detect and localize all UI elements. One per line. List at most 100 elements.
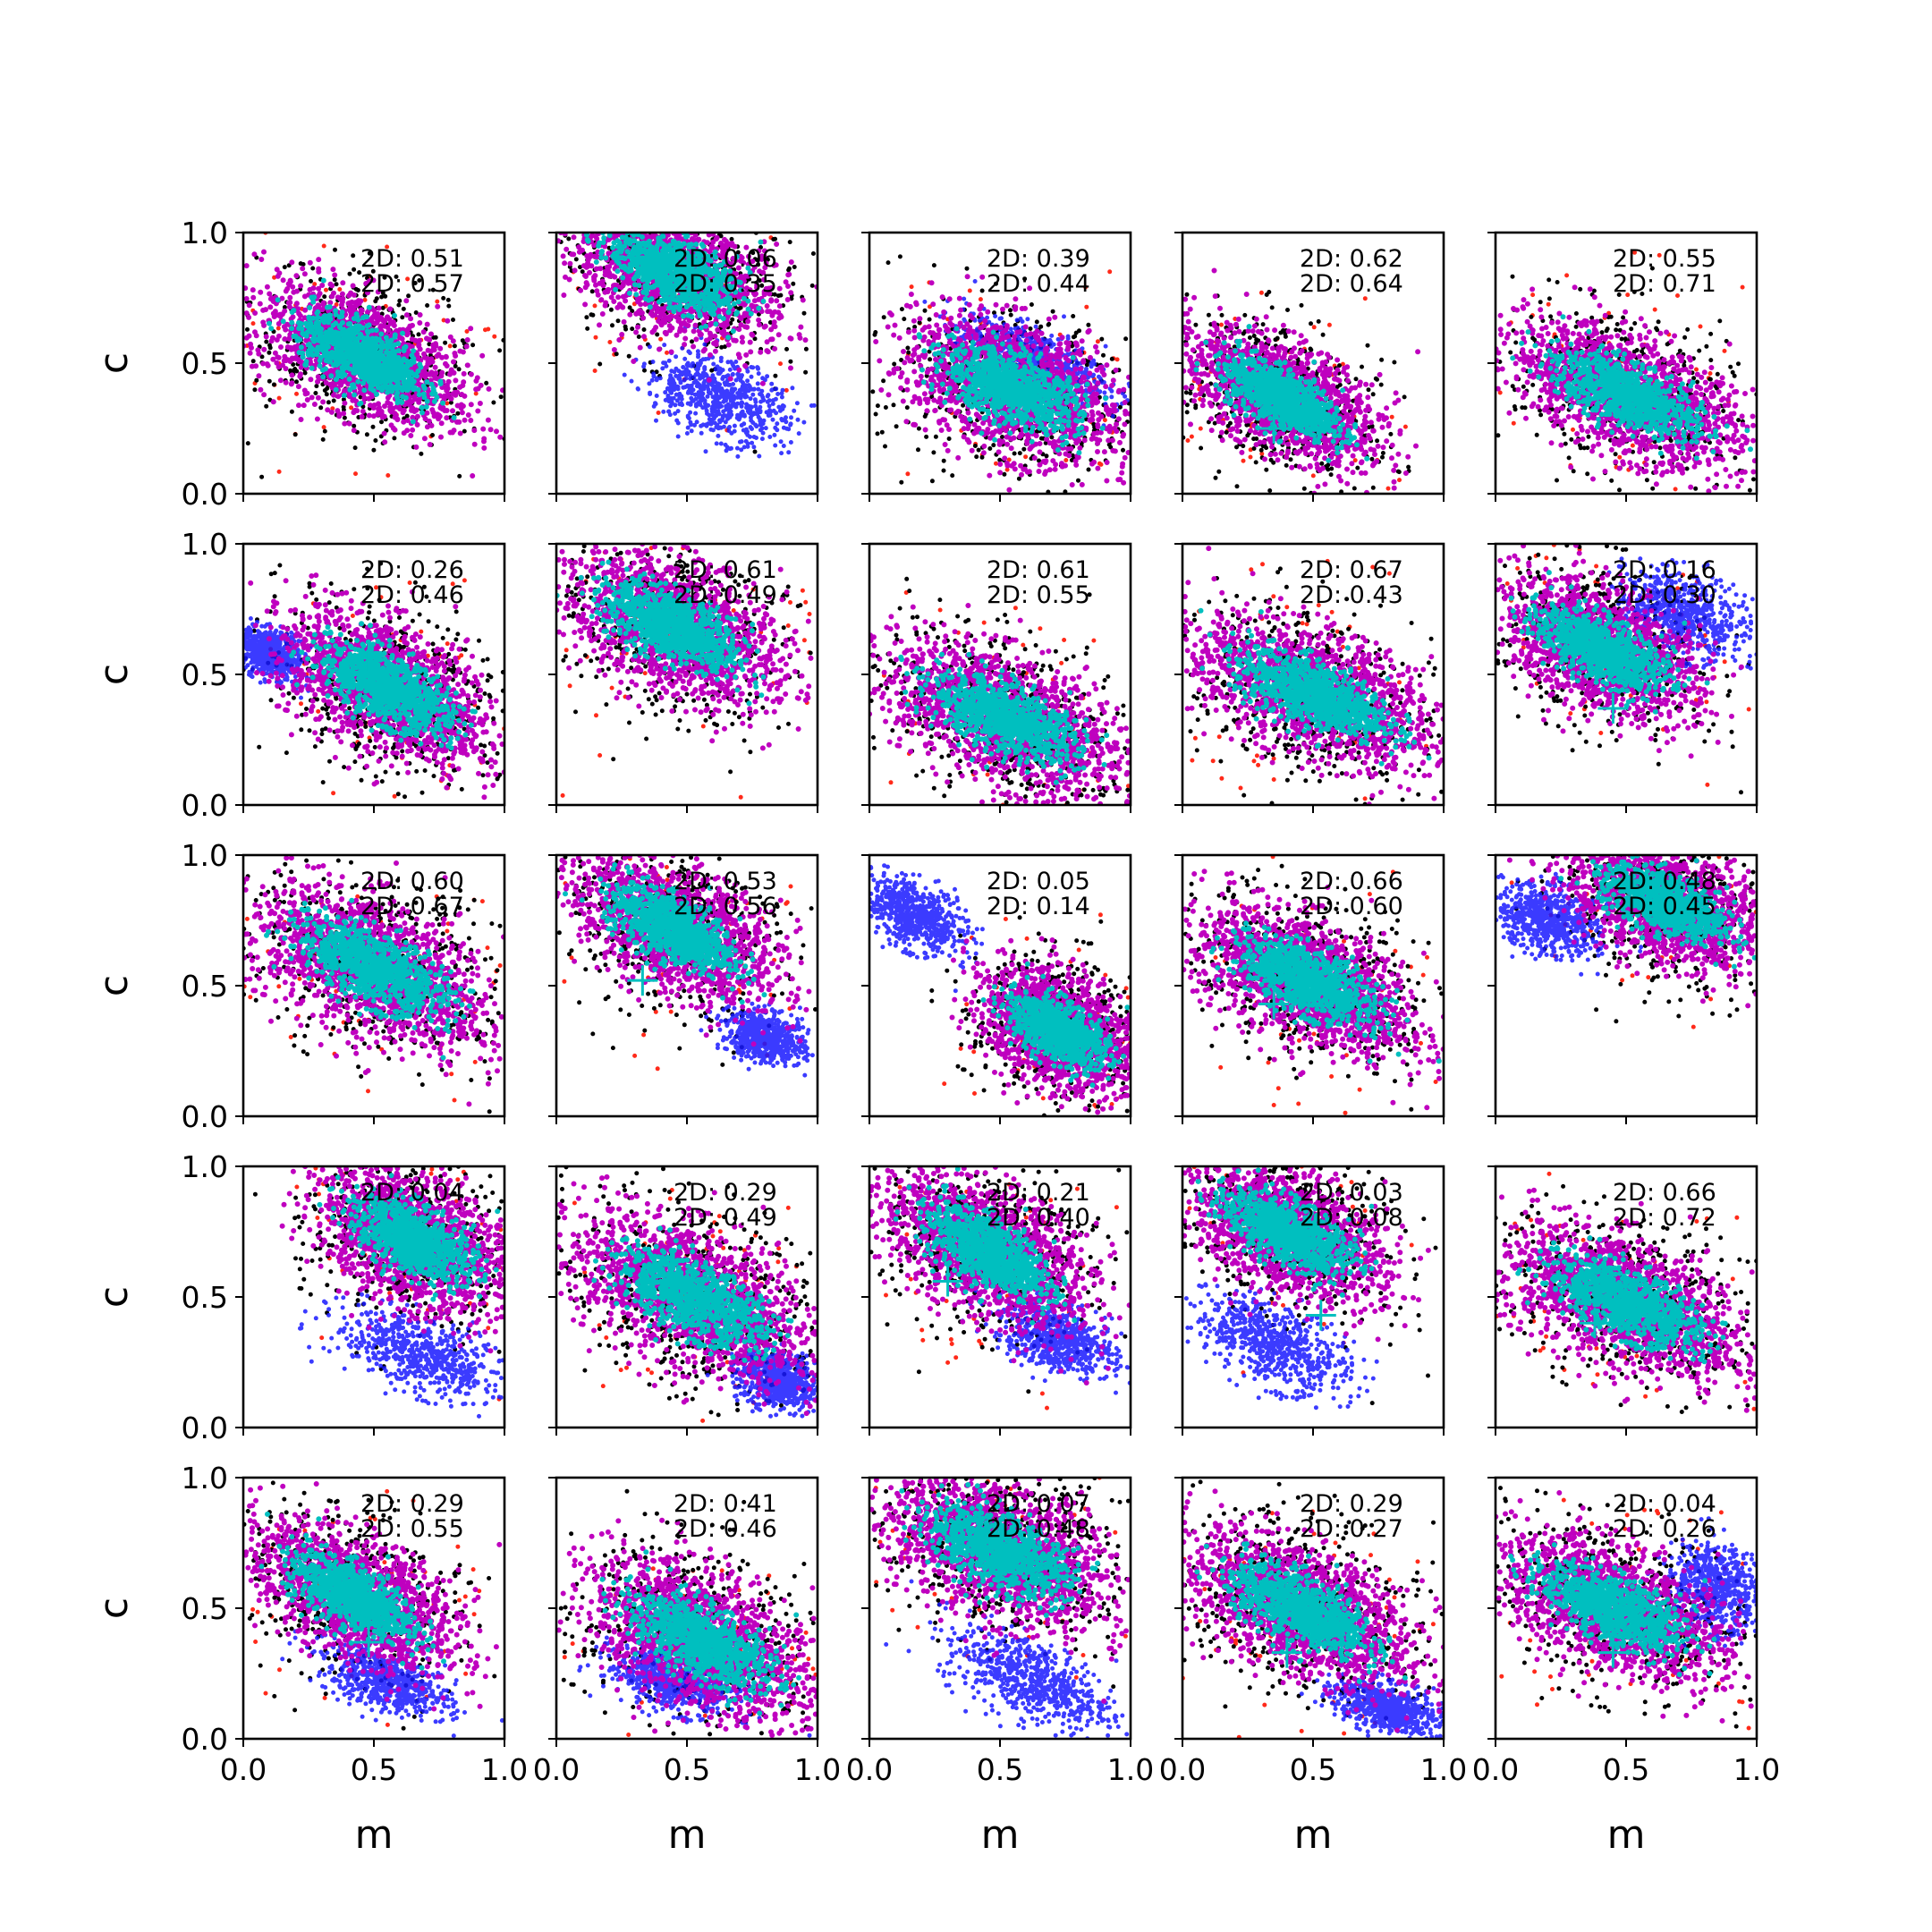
cyan-points xyxy=(1510,314,1753,462)
annotation-2d: 2D: 0.05 xyxy=(987,868,1090,895)
annotation-2d: 2D: 0.04 xyxy=(360,1179,464,1207)
annotation-2d: 2D: 0.46 xyxy=(674,1515,777,1543)
x-tick-label: 1.0 xyxy=(1107,1752,1154,1787)
x-axis-label: m xyxy=(668,1812,707,1858)
true-value-marker xyxy=(1271,1637,1302,1668)
x-tick-label: 0.0 xyxy=(533,1752,580,1787)
annotation-2d: 2D: 0.66 xyxy=(1613,1179,1716,1207)
cyan-points xyxy=(1198,607,1432,767)
annotation-2d: 2D: 0.60 xyxy=(360,868,464,895)
annotation-2d: 2D: 0.56 xyxy=(674,893,777,920)
annotation-2d: 2D: 0.62 xyxy=(1300,245,1403,273)
annotation-2d: 2D: 0.45 xyxy=(1613,893,1716,920)
x-tick-label: 0.5 xyxy=(1290,1752,1336,1787)
annotation-2d: 2D: 0.60 xyxy=(1300,893,1403,920)
annotation-2d: 2D: 0.06 xyxy=(674,245,777,273)
annotation-2d: 2D: 0.44 xyxy=(987,270,1090,298)
y-tick-label: 1.0 xyxy=(182,838,228,873)
annotation-2d: 2D: 0.66 xyxy=(1300,868,1403,895)
annotation-2d: 2D: 0.61 xyxy=(987,556,1090,584)
annotation-2d: 2D: 0.43 xyxy=(1300,581,1403,609)
annotation-2d: 2D: 0.29 xyxy=(674,1179,777,1207)
annotation-2d: 2D: 0.57 xyxy=(360,270,464,298)
x-tick-label: 0.5 xyxy=(977,1752,1023,1787)
annotation-2d: 2D: 0.55 xyxy=(987,581,1090,609)
cyan-points xyxy=(1515,1235,1728,1365)
cyan-points xyxy=(980,961,1131,1089)
true-value-marker xyxy=(1597,692,1629,724)
cyan-points xyxy=(1508,570,1710,715)
y-axis-label: c xyxy=(91,975,137,996)
x-tick-label: 0.5 xyxy=(351,1752,397,1787)
annotation-2d: 2D: 0.16 xyxy=(1613,556,1716,584)
annotation-2d: 2D: 0.30 xyxy=(1613,581,1716,609)
blue-points xyxy=(960,1288,1131,1395)
cyan-points xyxy=(289,621,478,751)
annotation-2d: 2D: 0.48 xyxy=(987,1515,1090,1543)
y-axis-label: c xyxy=(91,352,137,374)
x-tick-label: 0.0 xyxy=(1159,1752,1206,1787)
cyan-points xyxy=(563,861,767,1005)
x-tick-label: 0.0 xyxy=(846,1752,893,1787)
annotation-2d: 2D: 0.26 xyxy=(360,556,464,584)
y-tick-label: 1.0 xyxy=(182,527,228,562)
true-value-marker xyxy=(627,965,658,996)
y-tick-label: 1.0 xyxy=(182,1461,228,1496)
cyan-points xyxy=(1208,920,1442,1064)
annotation-2d: 2D: 0.04 xyxy=(1613,1490,1716,1518)
annotation-2d: 2D: 0.07 xyxy=(987,1490,1090,1518)
annotation-2d: 2D: 0.29 xyxy=(1300,1490,1403,1518)
annotation-2d: 2D: 0.67 xyxy=(360,893,464,920)
cyan-points xyxy=(584,233,767,341)
annotation-2d: 2D: 0.61 xyxy=(674,556,777,584)
cyan-points xyxy=(317,1173,501,1302)
cyan-points xyxy=(1194,1541,1408,1684)
annotation-2d: 2D: 0.55 xyxy=(1613,245,1716,273)
true-value-marker xyxy=(379,1229,411,1260)
cyan-points xyxy=(893,1166,1078,1326)
cyan-points xyxy=(264,897,476,1061)
y-tick-label: 0.0 xyxy=(182,477,228,512)
blue-points xyxy=(884,1579,1130,1739)
annotation-2d: 2D: 0.39 xyxy=(987,245,1090,273)
cyan-points xyxy=(556,559,767,707)
y-tick-label: 0.5 xyxy=(182,969,228,1004)
x-tick-label: 1.0 xyxy=(1420,1752,1467,1787)
cyan-points xyxy=(1195,1167,1379,1298)
blue-points xyxy=(1183,1282,1379,1411)
y-tick-label: 0.0 xyxy=(182,788,228,823)
annotation-2d: 2D: 0.40 xyxy=(987,1204,1090,1232)
cyan-points xyxy=(591,1225,794,1363)
y-axis-label: c xyxy=(91,1286,137,1308)
x-tick-label: 0.5 xyxy=(1603,1752,1649,1787)
true-value-marker xyxy=(1258,413,1290,444)
x-tick-label: 1.0 xyxy=(1733,1752,1780,1787)
true-value-marker xyxy=(1258,988,1290,1020)
cyan-points xyxy=(898,651,1110,785)
annotation-2d: 2D: 0.29 xyxy=(360,1490,464,1518)
x-tick-label: 1.0 xyxy=(481,1752,528,1787)
y-tick-label: 0.0 xyxy=(182,1099,228,1134)
y-tick-label: 0.5 xyxy=(182,346,228,381)
true-value-marker xyxy=(353,640,385,672)
annotation-2d: 2D: 0.51 xyxy=(360,245,464,273)
y-axis-label: c xyxy=(91,664,137,685)
blue-points xyxy=(699,1001,815,1078)
